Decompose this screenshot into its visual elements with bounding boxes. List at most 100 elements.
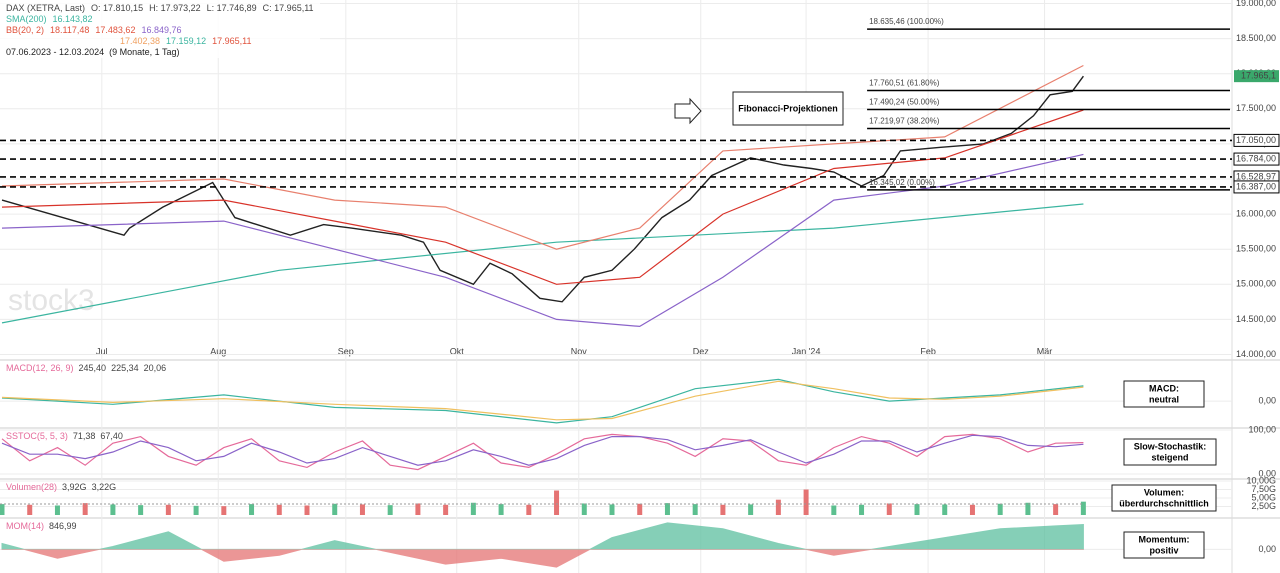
y-tick-label: 10,00G <box>1246 475 1276 485</box>
level-label: 16.528,97 <box>1236 171 1276 181</box>
legend-value: 225,34 <box>111 363 139 373</box>
note-box <box>1111 484 1217 512</box>
x-tick-label: Okt <box>450 346 465 356</box>
panel-legend: SSTOC(5, 5, 3) 71,38 67,40 <box>6 431 123 441</box>
legend-value: 20,06 <box>144 363 167 373</box>
series-line <box>1 380 1084 421</box>
legend-name: BB(20, 2) <box>6 25 44 35</box>
x-tick-label: Jul <box>96 346 108 356</box>
volume-bar <box>498 504 504 515</box>
y-tick-label: 15.000,00 <box>1236 279 1276 289</box>
note-text: Momentum: <box>1139 534 1190 544</box>
volume-bar <box>249 504 255 515</box>
volume-bar <box>886 503 892 515</box>
volume-bar <box>692 504 698 515</box>
annotation-box <box>732 91 844 126</box>
legend-row: SMA(200) 16.143,82 <box>6 14 93 24</box>
ohlc: O: 17.810,15 <box>91 3 143 13</box>
y-tick-label: 0,00 <box>1258 468 1276 478</box>
x-tick-label: Jan '24 <box>792 346 821 356</box>
ohlc: H: 17.973,22 <box>149 3 201 13</box>
y-tick-label: 18.500,00 <box>1236 33 1276 43</box>
volume-bar <box>276 504 282 515</box>
note-text: neutral <box>1149 394 1179 404</box>
series-line <box>1 434 1084 466</box>
panel-legend: MOM(14) 846,99 <box>6 521 77 531</box>
volume-bar <box>1053 504 1059 515</box>
volume-bar <box>138 505 144 515</box>
volume-bar <box>27 504 33 515</box>
date-row: 07.06.2023 - 12.03.2024 (9 Monate, 1 Tag) <box>6 47 179 57</box>
fib-label: 17.219,97 (38.20%) <box>869 117 940 126</box>
volume-bar <box>165 504 171 515</box>
series-line <box>1 153 1084 328</box>
y-tick-label: 19.000,00 <box>1236 0 1276 8</box>
y-tick-label: 14.500,00 <box>1236 314 1276 324</box>
annotation: Fibonacci-Projektionen <box>738 103 838 113</box>
volume-bar <box>470 502 476 515</box>
area <box>1 549 1084 568</box>
note-text: MACD: <box>1149 383 1179 393</box>
title-row: DAX (XETRA, Last) O: 17.810,15 H: 17.973,2… <box>6 3 314 13</box>
volume-bar <box>609 504 615 515</box>
note-text: überdurchschnittlich <box>1119 498 1209 508</box>
volume-bar <box>942 504 948 515</box>
note-box <box>1123 380 1205 408</box>
volume-bar <box>803 489 809 515</box>
x-tick-label: Feb <box>920 346 936 356</box>
legend-value: 17.402,38 <box>120 36 160 46</box>
legend-name: SSTOC(5, 5, 3) <box>6 431 68 441</box>
level-label-box <box>1233 152 1280 166</box>
legend-value: 16.143,82 <box>53 14 93 24</box>
volume-bar <box>304 505 310 515</box>
fib-label: 18.635,46 (100.00%) <box>869 17 944 26</box>
series-line <box>1 109 1084 285</box>
y-tick-label: 0,00 <box>1258 544 1276 554</box>
legend-name: MACD(12, 26, 9) <box>6 363 74 373</box>
volume-bar <box>775 499 781 515</box>
note-text: Slow-Stochastik: <box>1134 441 1207 451</box>
x-tick-label: Sep <box>338 346 354 356</box>
x-tick-label: Aug <box>210 346 226 356</box>
note-box <box>1123 438 1217 466</box>
area <box>1 522 1084 550</box>
volume-bar <box>0 504 5 515</box>
volume-bar <box>359 504 365 515</box>
y-tick-label: 7,50G <box>1251 484 1276 494</box>
panel-legend: Volumen(28) 3,92G 3,22G <box>6 482 116 492</box>
volume-bar <box>110 504 116 515</box>
fib-label: 16.345,02 (0.00%) <box>869 178 935 187</box>
level-label: 16.784,00 <box>1236 153 1276 163</box>
legend-name: Volumen(28) <box>6 482 57 492</box>
legend-value: 67,40 <box>100 431 123 441</box>
ohlc: L: 17.746,89 <box>207 3 257 13</box>
volume-bar <box>415 503 421 515</box>
volume-bar <box>443 504 449 515</box>
note-text: Volumen: <box>1144 487 1184 497</box>
note-text: steigend <box>1151 452 1188 462</box>
y-tick-label: 100,00 <box>1248 424 1276 434</box>
legend-value: 71,38 <box>73 431 96 441</box>
volume-bar <box>82 503 88 515</box>
last-price-label: 17.965,1 <box>1241 71 1276 81</box>
volume-bar <box>193 505 199 515</box>
volume-bar <box>914 504 920 515</box>
y-tick-label: 15.500,00 <box>1236 244 1276 254</box>
watermark: stock3 <box>8 284 95 317</box>
y-tick-label: 14.000,00 <box>1236 349 1276 359</box>
volume-bar <box>332 503 338 515</box>
level-label-box <box>1233 180 1280 194</box>
volume-bar <box>1080 501 1086 515</box>
legend-value: 17.965,11 <box>212 36 251 46</box>
date-range: 07.06.2023 - 12.03.2024 <box>6 47 104 57</box>
period: (9 Monate, 1 Tag) <box>109 47 179 57</box>
volume-bar <box>859 504 865 515</box>
legend-bg <box>0 0 320 58</box>
legend-row: 17.402,38 17.159,12 17.965,11 <box>120 36 251 46</box>
legend-name: MOM(14) <box>6 521 44 531</box>
series-line <box>1 433 1084 471</box>
volume-bar <box>664 503 670 515</box>
volume-bar <box>54 505 60 515</box>
